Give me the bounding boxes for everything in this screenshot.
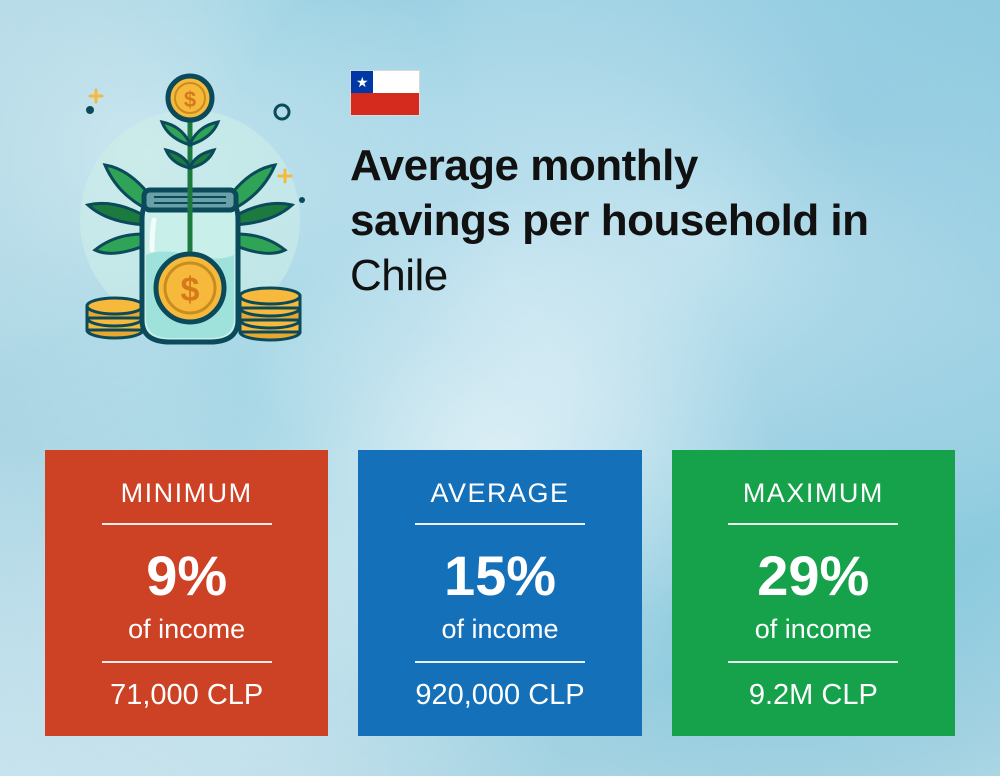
divider [728, 523, 898, 525]
divider [102, 523, 272, 525]
card-amount: 920,000 CLP [415, 679, 584, 712]
title-block: ★ Average monthly savings per household … [350, 50, 940, 303]
card-minimum: MINIMUM 9% of income 71,000 CLP [45, 450, 328, 736]
card-label: MAXIMUM [743, 478, 884, 509]
divider [102, 661, 272, 663]
divider [415, 661, 585, 663]
card-percent: 29% [757, 543, 869, 608]
stat-cards: MINIMUM 9% of income 71,000 CLP AVERAGE … [45, 450, 955, 736]
card-amount: 71,000 CLP [110, 679, 263, 712]
card-subtext: of income [441, 614, 558, 645]
card-subtext: of income [128, 614, 245, 645]
svg-text:$: $ [181, 271, 200, 309]
title-line-2: savings per household in [350, 196, 869, 245]
card-subtext: of income [755, 614, 872, 645]
header: $ $ ★ Average monthly savings per househ… [60, 50, 940, 350]
card-percent: 15% [444, 543, 556, 608]
card-label: AVERAGE [430, 478, 569, 509]
title-country: Chile [350, 251, 448, 300]
svg-text:$: $ [184, 87, 196, 112]
card-maximum: MAXIMUM 29% of income 9.2M CLP [672, 450, 955, 736]
divider [728, 661, 898, 663]
page-title: Average monthly savings per household in… [350, 138, 940, 303]
title-line-1: Average monthly [350, 141, 698, 190]
savings-jar-illustration: $ $ [60, 50, 320, 350]
chile-flag-icon: ★ [350, 70, 420, 116]
flag-star-icon: ★ [356, 75, 369, 89]
card-percent: 9% [146, 543, 227, 608]
card-average: AVERAGE 15% of income 920,000 CLP [358, 450, 641, 736]
divider [415, 523, 585, 525]
card-amount: 9.2M CLP [749, 679, 878, 712]
card-label: MINIMUM [121, 478, 253, 509]
